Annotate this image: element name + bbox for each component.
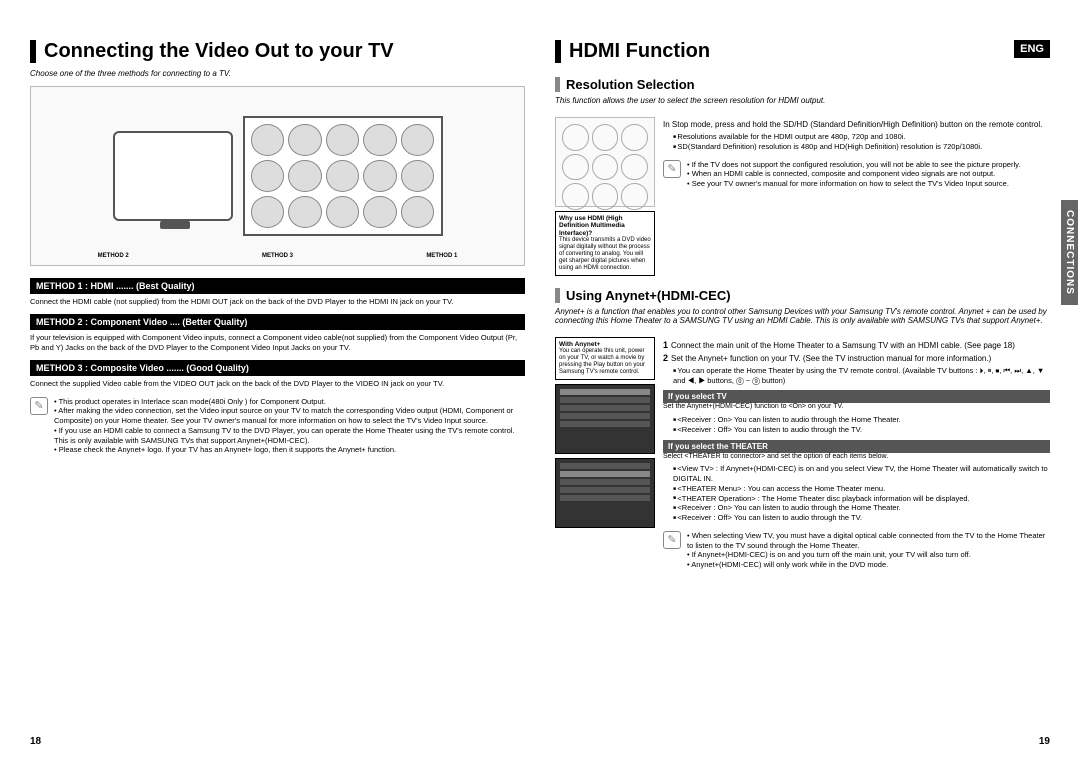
bullet-item: <THEATER Operation> : The Home Theater d… <box>673 494 1050 504</box>
page-right: ENG CONNECTIONS HDMI Function Resolution… <box>555 40 1050 743</box>
anynet-block: With Anynet+ You can operate this unit, … <box>555 337 1050 570</box>
bullet-item: <Receiver : On> You can listen to audio … <box>673 503 1050 513</box>
bullet-item: You can operate the Home Theater by usin… <box>673 366 1050 386</box>
method3-bar: METHOD 3 : Composite Video ....... (Good… <box>30 360 525 376</box>
callout-body: This device transmits a DVD video signal… <box>559 237 651 271</box>
intro-text: Choose one of the three methods for conn… <box>30 69 525 78</box>
tv-icon <box>113 131 233 221</box>
note-item: If the TV does not support the configure… <box>687 160 1020 170</box>
note-icon: ✎ <box>663 531 681 549</box>
section-heading: Using Anynet+(HDMI-CEC) <box>555 288 1050 303</box>
page-number: 18 <box>30 736 41 747</box>
bullet-item: SD(Standard Definition) resolution is 48… <box>673 142 1050 152</box>
bullet-item: <Receiver : On> You can listen to audio … <box>673 415 1050 425</box>
section-intro: This function allows the user to select … <box>555 96 1050 105</box>
note-item: This product operates in Interlace scan … <box>54 397 525 407</box>
section-heading: Resolution Selection <box>555 77 1050 92</box>
note-item: When an HDMI cable is connected, composi… <box>687 169 1020 179</box>
page-left: Connecting the Video Out to your TV Choo… <box>30 40 525 743</box>
note-item: When selecting View TV, you must have a … <box>687 531 1050 551</box>
resolution-block: Why use HDMI (High Definition Multimedia… <box>555 117 1050 280</box>
rear-panel-icon <box>243 116 443 236</box>
bullet-item: Resolutions available for the HDMI outpu… <box>673 132 1050 142</box>
anynet-callout: With Anynet+ You can operate this unit, … <box>555 337 655 380</box>
page-number: 19 <box>1039 736 1050 747</box>
step-text: Set the Anynet+ function on your TV. (Se… <box>671 354 991 363</box>
method3-text: Connect the supplied Video cable from th… <box>30 379 525 388</box>
section2-notes: ✎ When selecting View TV, you must have … <box>663 531 1050 570</box>
note-item: After making the video connection, set t… <box>54 406 525 426</box>
method2-bar: METHOD 2 : Component Video .... (Better … <box>30 314 525 330</box>
left-notes: ✎ This product operates in Interlace sca… <box>30 397 525 456</box>
section-intro: Anynet+ is a function that enables you t… <box>555 307 1050 325</box>
page-spread: Connecting the Video Out to your TV Choo… <box>0 0 1080 763</box>
callout-head: With Anynet+ <box>559 341 651 348</box>
label-m1: METHOD 1 <box>426 253 457 259</box>
bullet-item: <Receiver : Off> You can listen to audio… <box>673 513 1050 523</box>
method2-text: If your television is equipped with Comp… <box>30 333 525 352</box>
note-item: If you use an HDMI cable to connect a Sa… <box>54 426 525 446</box>
section1-notes: ✎ If the TV does not support the configu… <box>663 160 1050 189</box>
step-1: 1Connect the main unit of the Home Theat… <box>663 340 1050 350</box>
method1-bar: METHOD 1 : HDMI ....... (Best Quality) <box>30 278 525 294</box>
method1-text: Connect the HDMI cable (not supplied) fr… <box>30 297 525 306</box>
tv-menu-screenshot <box>555 458 655 528</box>
callout-head: Why use HDMI (High Definition Multimedia… <box>559 215 651 237</box>
sub-text: Select <THEATER to connector> and set th… <box>663 453 1050 462</box>
bullet-item: <THEATER Menu> : You can access the Home… <box>673 484 1050 494</box>
tv-menu-screenshot <box>555 384 655 454</box>
note-item: Please check the Anynet+ logo. If your T… <box>54 445 525 455</box>
note-item: See your TV owner's manual for more info… <box>687 179 1020 189</box>
hdmi-callout: Why use HDMI (High Definition Multimedia… <box>555 211 655 276</box>
bullet-item: <Receiver : Off> You can listen to audio… <box>673 425 1050 435</box>
page-title: HDMI Function <box>555 40 1050 63</box>
note-item: If Anynet+(HDMI-CEC) is on and you turn … <box>687 550 1050 560</box>
sub-bar: If you select the THEATER <box>663 440 1050 453</box>
sub-text: Set the Anynet+(HDMI-CEC) function to <O… <box>663 403 1050 412</box>
note-item: Anynet+(HDMI-CEC) will only work while i… <box>687 560 1050 570</box>
step-text: Connect the main unit of the Home Theate… <box>671 341 1015 350</box>
lang-badge: ENG <box>1014 40 1050 58</box>
sub-bar: If you select TV <box>663 390 1050 403</box>
callout-body: You can operate this unit, power on your… <box>559 348 651 376</box>
step-2: 2Set the Anynet+ function on your TV. (S… <box>663 353 1050 363</box>
method-labels: METHOD 2 METHOD 3 METHOD 1 <box>31 253 524 259</box>
note-icon: ✎ <box>30 397 48 415</box>
bullet-item: <View TV> : If Anynet+(HDMI-CEC) is on a… <box>673 464 1050 484</box>
connection-diagram: METHOD 2 METHOD 3 METHOD 1 <box>30 86 525 266</box>
remote-icon <box>555 117 655 207</box>
page-title: Connecting the Video Out to your TV <box>30 40 525 63</box>
section-tab: CONNECTIONS <box>1061 200 1078 305</box>
label-m2: METHOD 2 <box>98 253 129 259</box>
step-text: In Stop mode, press and hold the SD/HD (… <box>663 120 1050 129</box>
label-m3: METHOD 3 <box>262 253 293 259</box>
note-icon: ✎ <box>663 160 681 178</box>
